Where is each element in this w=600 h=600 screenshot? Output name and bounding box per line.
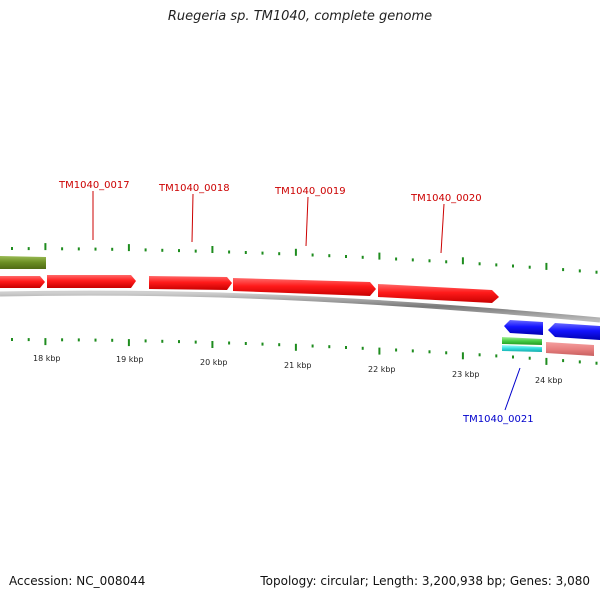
accession-text: Accession: NC_008044 [9, 574, 146, 588]
gene-arrow [504, 320, 543, 335]
outer-ruler-ticks [11, 243, 598, 274]
gene-arrow [149, 276, 232, 290]
ruler-label: 18 kbp [33, 354, 61, 363]
ruler-label: 20 kbp [200, 358, 228, 367]
reverse-strand-genes [504, 320, 600, 340]
leader-line [504, 367, 521, 411]
leader-line [191, 193, 194, 243]
gene-label-tm1040-0018[interactable]: TM1040_0018 [158, 183, 230, 194]
gene-arrow [233, 278, 376, 296]
gene-label-tm1040-0017[interactable]: TM1040_0017 [58, 180, 130, 191]
ruler-label: 19 kbp [116, 355, 144, 364]
genome-backbone [0, 290, 600, 323]
inner-ruler-ticks [11, 338, 598, 365]
gene-label-tm1040-0021[interactable]: TM1040_0021 [462, 414, 534, 425]
gene-arrow [378, 284, 499, 303]
genome-summary-text: Topology: circular; Length: 3,200,938 bp… [260, 574, 590, 588]
leader-line [440, 203, 445, 254]
ruler-label: 24 kbp [535, 376, 563, 385]
gene-arrow [0, 276, 45, 288]
ruler-labels: 18 kbp 19 kbp 20 kbp 21 kbp 22 kbp 23 kb… [33, 354, 563, 385]
leader-line [305, 196, 309, 247]
gene-label-tm1040-0020[interactable]: TM1040_0020 [410, 193, 482, 204]
pink-feature-block [546, 342, 594, 356]
gene-label-tm1040-0019[interactable]: TM1040_0019 [274, 186, 346, 197]
gene-arrow [47, 275, 136, 288]
label-leaders [92, 191, 521, 411]
gene-labels: TM1040_0017 TM1040_0018 TM1040_0019 TM10… [58, 180, 534, 425]
ruler-label: 23 kbp [452, 370, 480, 379]
forward-strand-genes [0, 275, 499, 303]
ruler-label: 21 kbp [284, 361, 312, 370]
gene-arrow [548, 323, 600, 340]
ruler-label: 22 kbp [368, 365, 396, 374]
map-title: Ruegeria sp. TM1040, complete genome [167, 9, 433, 24]
lime-feature-block [502, 337, 542, 345]
green-feature-block [0, 256, 46, 269]
cyan-feature-block [502, 345, 542, 352]
